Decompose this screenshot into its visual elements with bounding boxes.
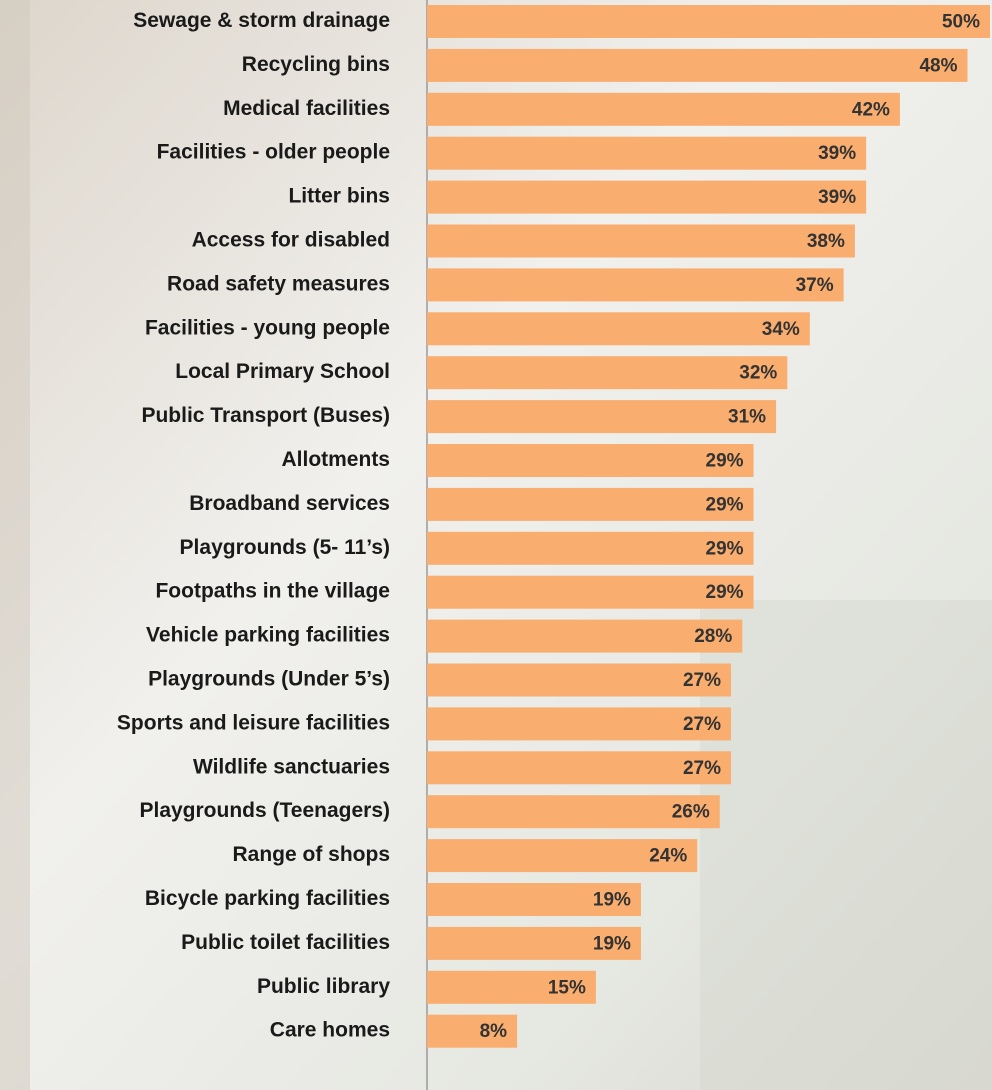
value-label: 15% bbox=[548, 977, 586, 998]
value-label: 50% bbox=[942, 12, 980, 33]
category-label: Range of shops bbox=[232, 843, 390, 866]
value-label: 38% bbox=[807, 231, 845, 252]
value-label: 8% bbox=[480, 1021, 508, 1042]
value-label: 29% bbox=[706, 582, 744, 603]
category-label: Local Primary School bbox=[175, 360, 390, 383]
value-label: 26% bbox=[672, 802, 710, 823]
value-label: 32% bbox=[739, 363, 777, 384]
background-detail bbox=[0, 0, 30, 1090]
value-label: 48% bbox=[919, 55, 957, 76]
category-label: Allotments bbox=[281, 448, 390, 471]
category-label: Playgrounds (Under 5’s) bbox=[148, 668, 390, 691]
bar bbox=[427, 839, 698, 873]
category-label: Sewage & storm drainage bbox=[133, 9, 390, 32]
value-label: 29% bbox=[706, 494, 744, 515]
value-label: 24% bbox=[649, 846, 687, 867]
category-label: Care homes bbox=[270, 1019, 390, 1042]
bar bbox=[427, 970, 596, 1004]
category-label: Bicycle parking facilities bbox=[145, 887, 390, 910]
bar bbox=[427, 926, 641, 960]
value-label: 27% bbox=[683, 758, 721, 779]
bar bbox=[427, 487, 754, 521]
bar bbox=[427, 224, 855, 258]
category-label: Sports and leisure facilities bbox=[117, 711, 390, 734]
value-label: 37% bbox=[796, 275, 834, 296]
value-label: 29% bbox=[706, 451, 744, 472]
category-label: Broadband services bbox=[189, 492, 390, 515]
category-label: Facilities - young people bbox=[145, 316, 390, 339]
bar bbox=[427, 619, 743, 653]
category-label: Recycling bins bbox=[242, 53, 390, 76]
value-label: 34% bbox=[762, 319, 800, 340]
bar bbox=[427, 268, 844, 302]
value-label: 29% bbox=[706, 538, 744, 559]
bar bbox=[427, 312, 810, 346]
bar bbox=[427, 663, 732, 697]
category-label: Footpaths in the village bbox=[155, 580, 390, 603]
value-label: 39% bbox=[818, 143, 856, 164]
bar bbox=[427, 180, 867, 214]
category-label: Playgrounds (Teenagers) bbox=[139, 799, 390, 822]
value-label: 42% bbox=[852, 99, 890, 120]
bar bbox=[427, 92, 900, 126]
bar bbox=[427, 531, 754, 565]
bar bbox=[427, 707, 732, 741]
category-label: Road safety measures bbox=[167, 272, 390, 295]
bar bbox=[427, 5, 990, 38]
category-label: Medical facilities bbox=[223, 97, 390, 120]
bar bbox=[427, 400, 777, 434]
bar bbox=[427, 444, 754, 477]
category-label: Public toilet facilities bbox=[181, 931, 390, 954]
category-label: Public library bbox=[257, 975, 390, 998]
value-label: 31% bbox=[728, 407, 766, 428]
bar bbox=[427, 1014, 518, 1048]
value-label: 28% bbox=[694, 626, 732, 647]
bar bbox=[427, 795, 720, 829]
bar bbox=[427, 48, 968, 82]
bar bbox=[427, 751, 732, 785]
bar bbox=[427, 883, 641, 916]
bar bbox=[427, 136, 867, 170]
category-label: Vehicle parking facilities bbox=[146, 624, 390, 647]
value-label: 27% bbox=[683, 670, 721, 691]
value-label: 19% bbox=[593, 933, 631, 954]
category-label: Facilities - older people bbox=[157, 141, 390, 164]
value-label: 27% bbox=[683, 714, 721, 735]
value-label: 39% bbox=[818, 187, 856, 208]
category-label: Access for disabled bbox=[192, 229, 390, 252]
background-detail bbox=[700, 600, 992, 1090]
value-label: 19% bbox=[593, 890, 631, 911]
category-label: Litter bins bbox=[288, 185, 390, 208]
category-label: Playgrounds (5- 11’s) bbox=[180, 536, 390, 559]
bar bbox=[427, 575, 754, 609]
bar bbox=[427, 356, 788, 390]
category-label: Wildlife sanctuaries bbox=[193, 755, 390, 778]
category-label: Public Transport (Buses) bbox=[141, 404, 390, 427]
